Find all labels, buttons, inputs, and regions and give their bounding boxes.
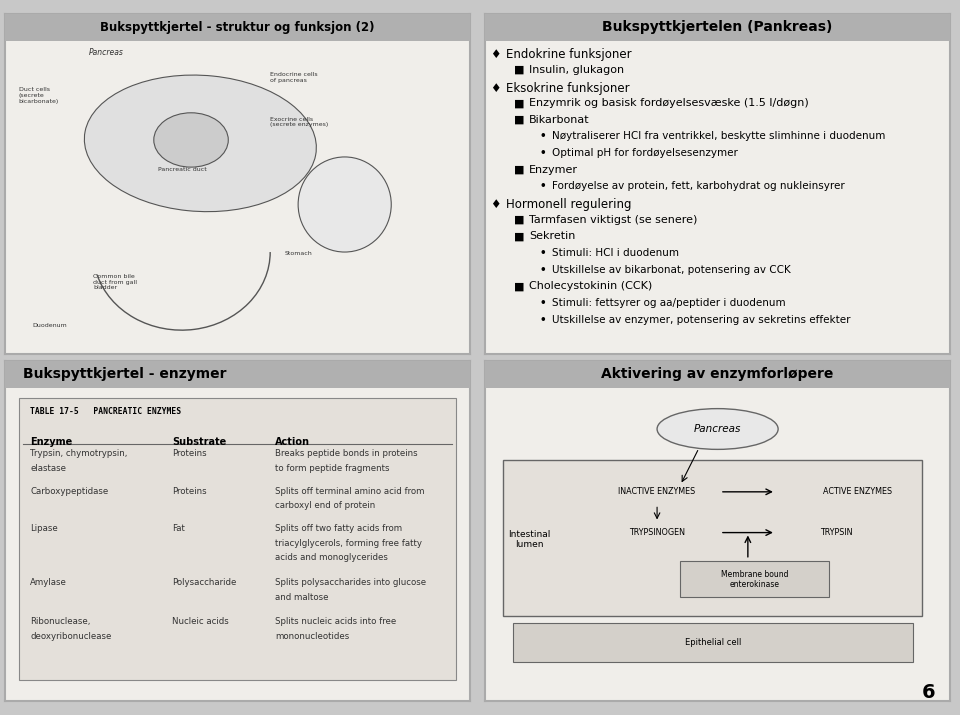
Text: Insulin, glukagon: Insulin, glukagon — [529, 65, 624, 75]
Text: Bukspyttkjertel - enzymer: Bukspyttkjertel - enzymer — [23, 367, 227, 381]
Text: Splits nucleic acids into free: Splits nucleic acids into free — [275, 618, 396, 626]
Bar — [503, 460, 923, 616]
Text: Splits polysaccharides into glucose: Splits polysaccharides into glucose — [275, 578, 426, 588]
Text: Pancreas: Pancreas — [694, 424, 741, 434]
Text: ♦: ♦ — [490, 198, 500, 211]
Text: Pancreas: Pancreas — [88, 48, 124, 57]
Text: •: • — [540, 298, 546, 308]
Bar — [5, 14, 470, 41]
Text: Utskillelse av enzymer, potensering av sekretins effekter: Utskillelse av enzymer, potensering av s… — [552, 315, 851, 325]
Text: Duct cells
(secrete
bicarbonate): Duct cells (secrete bicarbonate) — [19, 87, 59, 104]
Text: mononucleotides: mononucleotides — [275, 632, 349, 641]
FancyBboxPatch shape — [681, 561, 829, 597]
Text: to form peptide fragments: to form peptide fragments — [275, 464, 390, 473]
Text: Optimal pH for fordøyelsesenzymer: Optimal pH for fordøyelsesenzymer — [552, 148, 738, 158]
Text: Aktivering av enzymforløpere: Aktivering av enzymforløpere — [601, 367, 834, 381]
Text: Carboxypeptidase: Carboxypeptidase — [31, 487, 108, 495]
Text: ■: ■ — [515, 98, 525, 108]
Text: Polysaccharide: Polysaccharide — [173, 578, 237, 588]
Text: triacylglycerols, forming free fatty: triacylglycerols, forming free fatty — [275, 538, 421, 548]
Text: ■: ■ — [515, 214, 525, 225]
Ellipse shape — [84, 75, 317, 212]
Ellipse shape — [299, 157, 392, 252]
Text: Splits off two fatty acids from: Splits off two fatty acids from — [275, 524, 402, 533]
Text: Action: Action — [275, 438, 310, 448]
Text: •: • — [540, 182, 546, 192]
Bar — [485, 361, 950, 388]
Text: INACTIVE ENZYMES: INACTIVE ENZYMES — [618, 488, 696, 496]
Text: TRYPSIN: TRYPSIN — [820, 528, 852, 537]
Text: Enzyme: Enzyme — [31, 438, 73, 448]
Text: Intestinal
lumen: Intestinal lumen — [508, 530, 550, 549]
Bar — [485, 14, 950, 41]
Text: Bukspyttkjertel - struktur og funksjon (2): Bukspyttkjertel - struktur og funksjon (… — [101, 21, 374, 34]
Text: Trypsin, chymotrypsin,: Trypsin, chymotrypsin, — [31, 450, 128, 458]
Text: Sekretin: Sekretin — [529, 232, 575, 242]
Text: ♦: ♦ — [490, 82, 500, 94]
Text: Pancreatic duct: Pancreatic duct — [158, 167, 207, 172]
Text: Cholecystokinin (CCK): Cholecystokinin (CCK) — [529, 281, 652, 291]
Text: Amylase: Amylase — [31, 578, 67, 588]
Text: Bikarbonat: Bikarbonat — [529, 115, 589, 125]
Text: •: • — [540, 265, 546, 275]
Text: Nøytraliserer HCl fra ventrikkel, beskytte slimhinne i duodenum: Nøytraliserer HCl fra ventrikkel, beskyt… — [552, 132, 886, 142]
Ellipse shape — [657, 409, 779, 450]
Text: Fat: Fat — [173, 524, 185, 533]
Text: ■: ■ — [515, 232, 525, 242]
Text: Proteins: Proteins — [173, 450, 207, 458]
Text: Tarmfasen viktigst (se senere): Tarmfasen viktigst (se senere) — [529, 214, 697, 225]
Text: ACTIVE ENZYMES: ACTIVE ENZYMES — [823, 488, 892, 496]
Text: Membrane bound
enterokinase: Membrane bound enterokinase — [721, 570, 788, 589]
Text: Utskillelse av bikarbonat, potensering av CCK: Utskillelse av bikarbonat, potensering a… — [552, 265, 791, 275]
Text: Stimuli: fettsyrer og aa/peptider i duodenum: Stimuli: fettsyrer og aa/peptider i duod… — [552, 298, 786, 308]
Text: Substrate: Substrate — [173, 438, 227, 448]
Text: carboxyl end of protein: carboxyl end of protein — [275, 501, 375, 511]
Text: Endocrine cells
of pancreas: Endocrine cells of pancreas — [270, 72, 318, 83]
Text: Proteins: Proteins — [173, 487, 207, 495]
Text: •: • — [540, 132, 546, 142]
Bar — [5, 361, 470, 388]
Text: Bukspyttkjertelen (Pankreas): Bukspyttkjertelen (Pankreas) — [603, 20, 832, 34]
Text: Exocrine cells
(secrete enzymes): Exocrine cells (secrete enzymes) — [270, 117, 328, 127]
Text: Lipase: Lipase — [31, 524, 59, 533]
Text: 6: 6 — [922, 683, 935, 702]
Text: Common bile
duct from gall
bladder: Common bile duct from gall bladder — [93, 274, 137, 290]
Text: Eksokrine funksjoner: Eksokrine funksjoner — [506, 82, 630, 94]
Bar — [19, 398, 456, 681]
Text: Breaks peptide bonds in proteins: Breaks peptide bonds in proteins — [275, 450, 418, 458]
Text: elastase: elastase — [31, 464, 66, 473]
Text: Enzymrik og basisk fordøyelsesvæske (1.5 l/døgn): Enzymrik og basisk fordøyelsesvæske (1.5… — [529, 98, 808, 108]
Text: Nucleic acids: Nucleic acids — [173, 618, 229, 626]
Text: Stomach: Stomach — [284, 252, 312, 257]
Text: deoxyribonuclease: deoxyribonuclease — [31, 632, 111, 641]
Text: ♦: ♦ — [490, 49, 500, 61]
Text: •: • — [540, 315, 546, 325]
Text: •: • — [540, 248, 546, 258]
Text: •: • — [540, 148, 546, 158]
Text: ■: ■ — [515, 164, 525, 174]
Text: Enzymer: Enzymer — [529, 164, 578, 174]
Text: TABLE 17-5   PANCREATIC ENZYMES: TABLE 17-5 PANCREATIC ENZYMES — [31, 407, 181, 416]
Text: and maltose: and maltose — [275, 593, 328, 602]
Text: Duodenum: Duodenum — [33, 322, 67, 327]
FancyBboxPatch shape — [513, 623, 913, 661]
Text: Stimuli: HCl i duodenum: Stimuli: HCl i duodenum — [552, 248, 680, 258]
Text: acids and monoglycerides: acids and monoglycerides — [275, 553, 388, 562]
Text: Hormonell regulering: Hormonell regulering — [506, 198, 632, 211]
Ellipse shape — [154, 113, 228, 167]
Text: Splits off terminal amino acid from: Splits off terminal amino acid from — [275, 487, 424, 495]
Text: ■: ■ — [515, 115, 525, 125]
Text: ■: ■ — [515, 281, 525, 291]
Text: Endokrine funksjoner: Endokrine funksjoner — [506, 49, 632, 61]
Text: Fordøyelse av protein, fett, karbohydrat og nukleinsyrer: Fordøyelse av protein, fett, karbohydrat… — [552, 182, 845, 192]
Text: ■: ■ — [515, 65, 525, 75]
Text: TRYPSINOGEN: TRYPSINOGEN — [629, 528, 685, 537]
Text: Epithelial cell: Epithelial cell — [684, 638, 741, 647]
Text: Ribonuclease,: Ribonuclease, — [31, 618, 91, 626]
